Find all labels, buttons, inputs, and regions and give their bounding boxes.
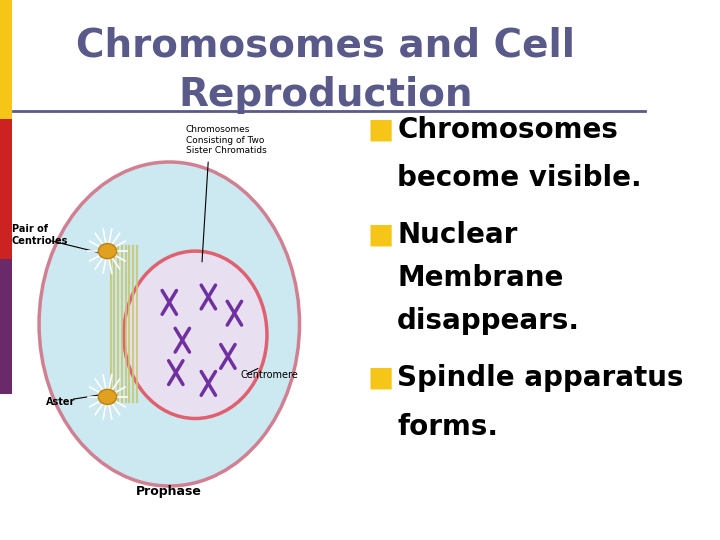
Text: Reproduction: Reproduction [179, 76, 473, 113]
Text: ■: ■ [368, 364, 394, 392]
Text: Chromosomes and Cell: Chromosomes and Cell [76, 27, 575, 65]
Text: Pair of
Centrioles: Pair of Centrioles [12, 224, 68, 246]
Text: Chromosomes: Chromosomes [397, 116, 618, 144]
Text: Spindle apparatus: Spindle apparatus [397, 364, 684, 392]
Text: become visible.: become visible. [397, 164, 642, 192]
Text: Nuclear: Nuclear [397, 221, 518, 249]
Circle shape [99, 389, 117, 404]
Text: disappears.: disappears. [397, 307, 580, 335]
Text: ■: ■ [368, 221, 394, 249]
Text: Centromere: Centromere [241, 370, 299, 380]
FancyBboxPatch shape [0, 259, 12, 394]
Text: Membrane: Membrane [397, 264, 564, 292]
Text: ■: ■ [368, 116, 394, 144]
Text: Aster: Aster [45, 397, 75, 407]
Text: forms.: forms. [397, 413, 498, 441]
Ellipse shape [124, 251, 267, 418]
Text: Prophase: Prophase [136, 485, 202, 498]
FancyBboxPatch shape [0, 119, 12, 259]
FancyBboxPatch shape [0, 0, 12, 119]
Ellipse shape [39, 162, 300, 486]
Circle shape [99, 244, 117, 259]
Text: Chromosomes
Consisting of Two
Sister Chromatids: Chromosomes Consisting of Two Sister Chr… [186, 125, 266, 156]
